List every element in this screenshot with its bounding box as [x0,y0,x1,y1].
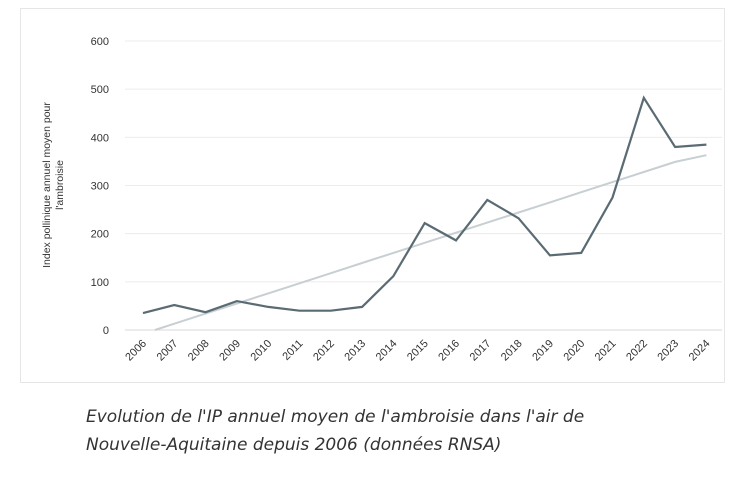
x-tick-label: 2015 [405,338,431,364]
x-axis-ticks: 2006 2007 2008 2009 2010 2011 2012 2013 2014 2015… [123,338,712,364]
y-tick-label: 100 [91,277,109,289]
x-tick-label: 2021 [593,338,619,364]
x-tick-label: 2022 [624,338,650,364]
x-tick-label: 2016 [436,338,462,364]
x-tick-label: 2013 [342,338,368,364]
y-tick-label: 200 [91,229,109,241]
y-tick-label: 0 [103,325,109,337]
x-tick-label: 2024 [687,338,713,364]
chart-frame [20,8,725,383]
x-tick-label: 2011 [280,338,305,363]
x-tick-label: 2018 [499,338,525,364]
x-tick-label: 2010 [249,338,275,364]
x-tick-label: 2008 [186,338,212,364]
y-tick-label: 300 [91,181,109,193]
x-tick-label: 2012 [311,338,337,364]
y-axis-ticks: 0 100 200 300 400 500 600 [91,36,109,337]
x-tick-label: 2019 [530,338,556,364]
series-line-0 [142,95,707,315]
y-tick-label: 400 [91,132,109,144]
caption-line-2: Nouvelle-Aquitaine depuis 2006 (données … [86,435,502,455]
x-tick-label: 2017 [468,338,494,364]
series-group [142,95,707,315]
grid-lines [125,40,722,331]
x-tick-label: 2007 [155,338,181,364]
x-tick-label: 2023 [655,338,681,364]
x-tick-label: 2020 [562,338,588,364]
x-tick-label: 2009 [217,338,243,364]
x-tick-label: 2006 [123,338,149,364]
figure-caption: Evolution de l'IP annuel moyen de l'ambr… [86,403,696,459]
trendline [154,154,707,331]
y-axis-label: Index pollinique annuel moyen pourl'ambr… [41,102,66,268]
caption-line-1: Evolution de l'IP annuel moyen de l'ambr… [86,407,585,427]
x-tick-label: 2014 [374,338,400,364]
y-tick-label: 500 [91,84,109,96]
y-tick-label: 600 [91,36,109,48]
trendline-group [154,154,707,331]
